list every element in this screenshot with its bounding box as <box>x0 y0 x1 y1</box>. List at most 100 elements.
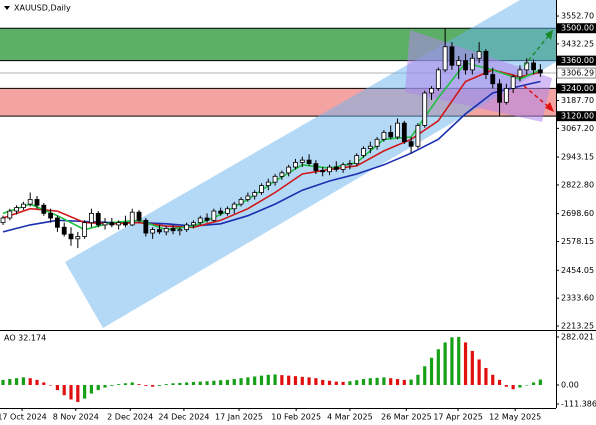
ao-bar <box>457 336 461 386</box>
candle-body <box>116 222 122 226</box>
ao-bar <box>409 379 413 386</box>
level-label: 3120.00 <box>561 112 594 121</box>
x-tick-label: 17 Oct 2024 <box>0 413 47 422</box>
ao-tick-label: -111.386 <box>561 399 596 408</box>
candle-body <box>109 222 115 226</box>
ao-bar <box>266 374 270 386</box>
ao-bar <box>110 385 114 386</box>
level-label-bg <box>557 55 596 66</box>
ao-bar <box>232 379 236 386</box>
y-tick-label: 2698.60 <box>561 209 594 218</box>
ao-bar <box>14 378 19 386</box>
ao-bar <box>253 376 257 386</box>
candle-body <box>95 212 101 226</box>
candle-body <box>123 222 128 226</box>
candle-body <box>0 217 6 224</box>
ao-bar <box>416 374 420 386</box>
candle-body <box>299 159 305 163</box>
level-label: 3240.00 <box>561 84 594 93</box>
candle-body <box>503 88 509 103</box>
ao-bar <box>219 380 223 386</box>
ao-bar <box>178 382 182 386</box>
candle-body <box>354 155 360 165</box>
ao-bar <box>423 366 427 386</box>
candle-body <box>129 211 135 226</box>
candle-body <box>429 88 434 94</box>
ao-bar <box>49 385 53 386</box>
ao-bar <box>103 385 107 388</box>
candle-body <box>279 172 285 177</box>
candle-body <box>537 69 543 74</box>
candle-body <box>449 46 455 66</box>
x-tick-label: 24 Dec 2024 <box>158 413 209 422</box>
ao-bar <box>341 381 345 386</box>
ao-bar <box>497 379 502 386</box>
candle-body <box>381 131 387 140</box>
candle-body <box>490 74 496 85</box>
candle-body <box>347 163 353 166</box>
candle-body <box>245 195 251 200</box>
candle-body <box>327 166 332 173</box>
ao-bar <box>443 342 447 386</box>
candle-body <box>408 141 414 147</box>
ao-bar <box>525 385 529 386</box>
candle-body <box>75 236 81 240</box>
candle-body <box>20 203 26 208</box>
ao-bar <box>259 375 264 386</box>
y-tick-label: 2333.60 <box>561 294 594 303</box>
x-tick-label: 4 Mar 2025 <box>327 413 373 422</box>
ao-bar <box>470 350 474 386</box>
candle-body <box>89 212 94 224</box>
ao-bar <box>355 380 359 386</box>
y-tick-label: 3552.70 <box>561 12 594 21</box>
ao-bar <box>477 359 481 386</box>
candle-body <box>218 210 224 214</box>
candle-body <box>136 211 142 221</box>
candle-body <box>157 229 162 233</box>
ao-bar <box>348 381 352 386</box>
candle-body <box>177 229 183 232</box>
ao-bar <box>89 385 94 394</box>
ao-bar <box>157 385 162 386</box>
y-tick-label: 2213.25 <box>561 322 594 331</box>
ao-bar <box>28 378 32 386</box>
level-label-bg <box>557 23 596 34</box>
candle-body <box>415 125 421 147</box>
ao-bar <box>429 357 434 386</box>
candle-body <box>82 222 88 237</box>
ao-bar <box>368 378 372 386</box>
x-tick-label: 10 Feb 2025 <box>271 413 321 422</box>
candle-body <box>184 224 190 230</box>
candle-body <box>68 233 74 240</box>
ao-bar <box>382 377 386 386</box>
candle-body <box>361 148 366 156</box>
candle-body <box>524 62 530 71</box>
candle-body <box>469 57 475 71</box>
x-tick-label: 2 Dec 2024 <box>107 413 153 422</box>
candle-body <box>435 69 441 89</box>
candle-body <box>476 50 482 59</box>
candle-body <box>7 210 13 219</box>
ao-bar <box>225 379 230 386</box>
ao-bar <box>314 378 318 386</box>
candle-body <box>265 181 271 186</box>
ao-tick-label: 0.00 <box>561 381 579 390</box>
x-tick-label: 17 Apr 2025 <box>433 413 482 422</box>
ao-tick-label: 282.021 <box>561 332 594 341</box>
ao-label: AO 32.174 <box>4 334 46 343</box>
ao-bar <box>334 381 338 386</box>
candle-body <box>191 222 196 226</box>
current-price-bg <box>556 67 596 79</box>
ao-bar <box>198 381 202 386</box>
ao-bar <box>491 374 495 386</box>
candle-body <box>61 226 67 235</box>
ao-bar <box>35 379 39 386</box>
ao-bar <box>42 382 46 386</box>
ao-bar <box>361 379 366 386</box>
down-arrow <box>523 85 551 109</box>
candle-body <box>422 92 428 126</box>
ao-bar <box>144 385 148 386</box>
ao-bar <box>246 377 250 386</box>
candle-body <box>14 207 19 212</box>
